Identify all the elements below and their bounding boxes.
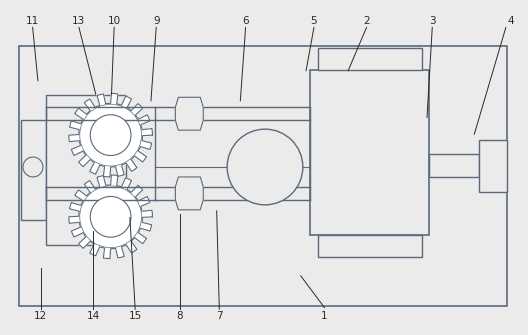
Circle shape: [90, 196, 131, 237]
Text: 13: 13: [72, 16, 86, 26]
Text: 9: 9: [153, 16, 159, 26]
Circle shape: [227, 129, 303, 205]
Text: 11: 11: [26, 16, 39, 26]
Text: 12: 12: [34, 311, 47, 321]
Text: 8: 8: [176, 311, 183, 321]
Text: 1: 1: [321, 311, 328, 321]
Text: 4: 4: [508, 16, 514, 26]
Bar: [318, 235, 422, 257]
Bar: [46, 95, 126, 245]
Circle shape: [23, 157, 43, 177]
Polygon shape: [69, 93, 153, 177]
Bar: [318, 49, 422, 70]
Text: 14: 14: [87, 311, 100, 321]
Polygon shape: [69, 175, 153, 259]
Bar: [310, 70, 429, 235]
Polygon shape: [175, 177, 203, 210]
Text: 6: 6: [242, 16, 249, 26]
Bar: [19, 46, 507, 307]
Text: 10: 10: [108, 16, 121, 26]
Circle shape: [90, 115, 131, 155]
Bar: [479, 140, 507, 192]
Bar: [429, 154, 479, 177]
Text: 5: 5: [310, 16, 317, 26]
Bar: [21, 120, 46, 220]
Text: 7: 7: [216, 311, 223, 321]
Text: 3: 3: [429, 16, 436, 26]
Text: 2: 2: [363, 16, 370, 26]
Text: 15: 15: [128, 311, 142, 321]
Polygon shape: [175, 97, 203, 130]
